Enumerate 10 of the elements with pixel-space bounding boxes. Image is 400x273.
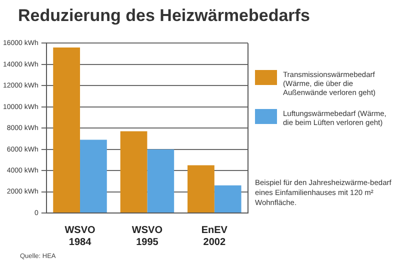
- bar: [80, 140, 107, 212]
- x-tick-label: EnEV 2002: [201, 224, 228, 248]
- x-tick-label: WSVO 1984: [64, 224, 96, 248]
- bar: [214, 185, 242, 212]
- bar: [188, 165, 214, 212]
- bar: [147, 149, 174, 212]
- chart-title: Reduzierung des Heizwärmebedarfs: [18, 6, 310, 26]
- bar: [120, 131, 148, 212]
- bar: [53, 47, 80, 212]
- x-tick-label: WSVO 1995: [132, 224, 163, 248]
